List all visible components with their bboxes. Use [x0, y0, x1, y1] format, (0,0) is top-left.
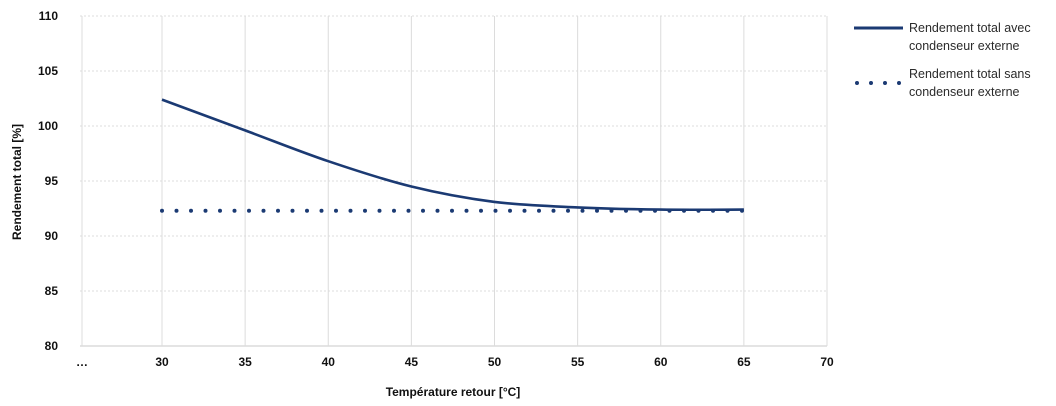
x-tick-label: … [76, 355, 88, 369]
x-tick-label: 45 [405, 355, 419, 369]
y-tick-label: 110 [39, 9, 59, 23]
y-axis-title: Rendement total [%] [10, 124, 24, 240]
series-layer [160, 98, 746, 213]
y-tick-label: 90 [45, 229, 59, 243]
x-tick-label: 65 [737, 355, 751, 369]
x-axis-ticks: … 30 35 40 45 50 55 60 65 70 [76, 355, 834, 369]
legend: Rendement total avec condenseur externe … [854, 21, 1031, 99]
x-tick-label: 35 [238, 355, 252, 369]
y-tick-label: 100 [38, 119, 58, 133]
legend-label-2-line-2: condenseur externe [909, 85, 1020, 99]
y-tick-label: 85 [45, 284, 59, 298]
y-tick-label: 105 [38, 64, 58, 78]
x-axis-title: Température retour [°C] [386, 385, 521, 399]
y-tick-label: 80 [45, 339, 59, 353]
x-tick-label: 50 [488, 355, 502, 369]
series-line-avec-condenseur [161, 98, 744, 212]
y-tick-label: 95 [45, 174, 59, 188]
legend-label-2-line-1: Rendement total sans [909, 67, 1031, 81]
x-tick-label: 55 [571, 355, 585, 369]
grid [80, 15, 828, 347]
x-tick-label: 40 [322, 355, 336, 369]
x-tick-label: 30 [155, 355, 169, 369]
legend-label-1-line-2: condenseur externe [909, 39, 1020, 53]
x-tick-label: 70 [820, 355, 834, 369]
y-axis-ticks: 80 85 90 95 100 105 110 [38, 9, 58, 353]
legend-label-1-line-1: Rendement total avec [909, 21, 1031, 35]
x-tick-label: 60 [654, 355, 668, 369]
